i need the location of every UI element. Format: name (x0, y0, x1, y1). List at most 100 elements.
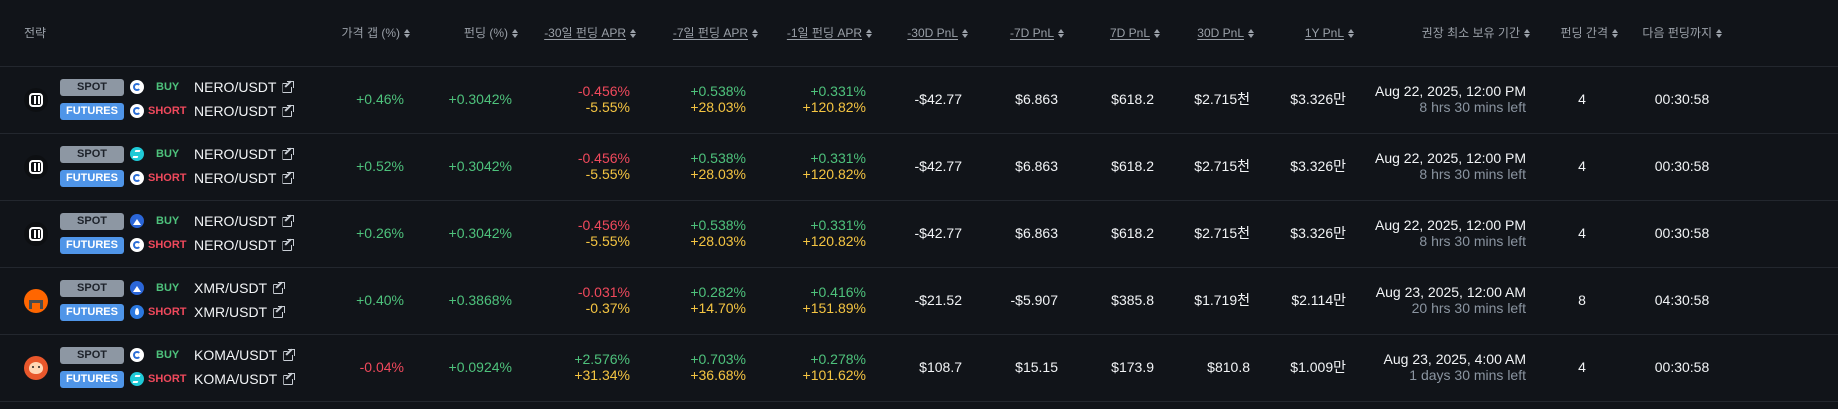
apr-7d-rate: +0.538% (690, 150, 746, 166)
exchange-circle-icon (130, 238, 144, 252)
apr-1d-annual: +120.82% (802, 166, 866, 182)
apr-7d-rate: +0.282% (690, 284, 746, 300)
header-apr-1d[interactable]: -1일 펀딩 APR (760, 25, 874, 41)
pnl-minus-30d: -$42.77 (914, 91, 962, 107)
exchange-circle-icon (130, 104, 144, 118)
spot-badge: SPOT (60, 145, 124, 163)
external-link-icon[interactable] (283, 348, 296, 361)
table-row[interactable]: SPOT BUY NERO/USDT FUTURES SHORT NERO/US… (0, 133, 1838, 201)
next-funding-countdown: 00:30:58 (1654, 158, 1710, 174)
futures-leg: FUTURES SHORT KOMA/USDT (60, 370, 296, 388)
exchange-drop-icon (130, 305, 144, 319)
header-interval[interactable]: 펀딩 간격 (1556, 25, 1620, 41)
apr-30d-annual: -5.55% (585, 166, 630, 182)
header-pnl-7d[interactable]: 7D PnL (1080, 25, 1162, 41)
apr-30d-annual: -5.55% (585, 233, 630, 249)
min-hold-date: Aug 23, 2025, 4:00 AM (1383, 351, 1526, 367)
spot-badge: SPOT (60, 78, 124, 96)
min-hold-remaining: 8 hrs 30 mins left (1419, 166, 1526, 182)
header-pnl-30d[interactable]: 30D PnL (1170, 25, 1256, 41)
pnl-1y: $3.326만 (1290, 225, 1346, 241)
funding-value: +0.3042% (448, 158, 512, 174)
buy-label: BUY (156, 215, 180, 227)
apr-30d-rate: -0.456% (577, 217, 630, 233)
external-link-icon[interactable] (282, 104, 295, 117)
pnl-30d: $810.8 (1207, 359, 1250, 375)
funding-interval: 8 (1578, 292, 1586, 308)
funding-value: +0.3868% (448, 292, 512, 308)
exchange-wave-icon (130, 214, 144, 228)
sort-icon (1058, 27, 1066, 39)
short-label: SHORT (148, 306, 187, 318)
pnl-minus-30d: -$42.77 (914, 158, 962, 174)
header-next-funding[interactable]: 다음 펀딩까지 (1640, 25, 1724, 41)
spot-badge: SPOT (60, 346, 124, 364)
external-link-icon[interactable] (282, 80, 295, 93)
spot-leg: SPOT BUY NERO/USDT (60, 212, 295, 230)
pnl-minus-7d: $6.863 (1015, 91, 1058, 107)
pnl-minus-30d: $108.7 (919, 359, 962, 375)
table-row[interactable]: SPOT BUY NERO/USDT FUTURES SHORT NERO/US… (0, 200, 1838, 268)
min-hold-date: Aug 23, 2025, 12:00 AM (1375, 284, 1526, 300)
apr-7d-annual: +28.03% (690, 233, 746, 249)
external-link-icon[interactable] (283, 372, 296, 385)
next-funding-countdown: 04:30:58 (1654, 292, 1710, 308)
header-apr-7d[interactable]: -7일 펀딩 APR (640, 25, 760, 41)
external-link-icon[interactable] (273, 305, 286, 318)
pnl-minus-30d: -$21.52 (914, 292, 962, 308)
table-row[interactable]: SPOT BUY KOMA/USDT FUTURES SHORT KOMA/US… (0, 334, 1838, 402)
sort-icon (1154, 27, 1162, 39)
pnl-minus-7d: -$5.907 (1010, 292, 1058, 308)
spot-leg: SPOT BUY KOMA/USDT (60, 346, 296, 364)
external-link-icon[interactable] (273, 281, 286, 294)
sort-icon (1716, 27, 1724, 39)
price-gap-value: -0.04% (359, 359, 404, 375)
pnl-1y: $2.114만 (1291, 292, 1346, 308)
apr-1d-rate: +0.331% (810, 150, 866, 166)
next-funding-countdown: 00:30:58 (1654, 225, 1710, 241)
header-price-gap[interactable]: 가격 갭 (%) (290, 25, 412, 41)
futures-leg: FUTURES SHORT NERO/USDT (60, 236, 295, 254)
futures-pair: NERO/USDT (194, 103, 277, 119)
external-link-icon[interactable] (282, 147, 295, 160)
futures-badge: FUTURES (60, 370, 124, 388)
pnl-minus-7d: $6.863 (1015, 225, 1058, 241)
header-pnl-minus-30d[interactable]: -30D PnL (880, 25, 970, 41)
pnl-1y: $3.326만 (1290, 158, 1346, 174)
exchange-aqua-icon (130, 372, 144, 386)
spot-pair: NERO/USDT (194, 146, 277, 162)
pnl-7d: $618.2 (1111, 158, 1154, 174)
price-gap-value: +0.52% (356, 158, 404, 174)
header-funding[interactable]: 펀딩 (%) (420, 25, 520, 41)
futures-leg: FUTURES SHORT NERO/USDT (60, 169, 295, 187)
apr-1d-rate: +0.416% (810, 284, 866, 300)
funding-value: +0.3042% (448, 91, 512, 107)
price-gap-value: +0.40% (356, 292, 404, 308)
header-min-hold[interactable]: 권장 최소 보유 기간 (1400, 25, 1532, 41)
header-pnl-1y[interactable]: 1Y PnL (1270, 25, 1356, 41)
apr-30d-rate: -0.031% (577, 284, 630, 300)
koma-coin-icon (24, 356, 48, 380)
funding-value: +0.3042% (448, 225, 512, 241)
min-hold-date: Aug 22, 2025, 12:00 PM (1375, 217, 1526, 233)
exchange-circle-icon (130, 171, 144, 185)
external-link-icon[interactable] (282, 171, 295, 184)
sort-icon (630, 27, 638, 39)
short-label: SHORT (148, 239, 187, 251)
futures-leg: FUTURES SHORT NERO/USDT (60, 102, 295, 120)
futures-badge: FUTURES (60, 236, 124, 254)
header-pnl-minus-7d[interactable]: -7D PnL (980, 25, 1066, 41)
spot-pair: KOMA/USDT (194, 347, 278, 363)
spot-leg: SPOT BUY NERO/USDT (60, 145, 295, 163)
apr-7d-rate: +0.538% (690, 217, 746, 233)
apr-30d-annual: +31.34% (574, 367, 630, 383)
table-row[interactable]: SPOT BUY XMR/USDT FUTURES SHORT XMR/USDT… (0, 267, 1838, 335)
external-link-icon[interactable] (282, 214, 295, 227)
apr-7d-annual: +36.68% (690, 367, 746, 383)
table-row[interactable]: SPOT BUY NERO/USDT FUTURES SHORT NERO/US… (0, 66, 1838, 134)
external-link-icon[interactable] (282, 238, 295, 251)
header-apr-30d[interactable]: -30일 펀딩 APR (520, 25, 638, 41)
spot-pair: XMR/USDT (194, 280, 268, 296)
apr-7d-annual: +28.03% (690, 99, 746, 115)
